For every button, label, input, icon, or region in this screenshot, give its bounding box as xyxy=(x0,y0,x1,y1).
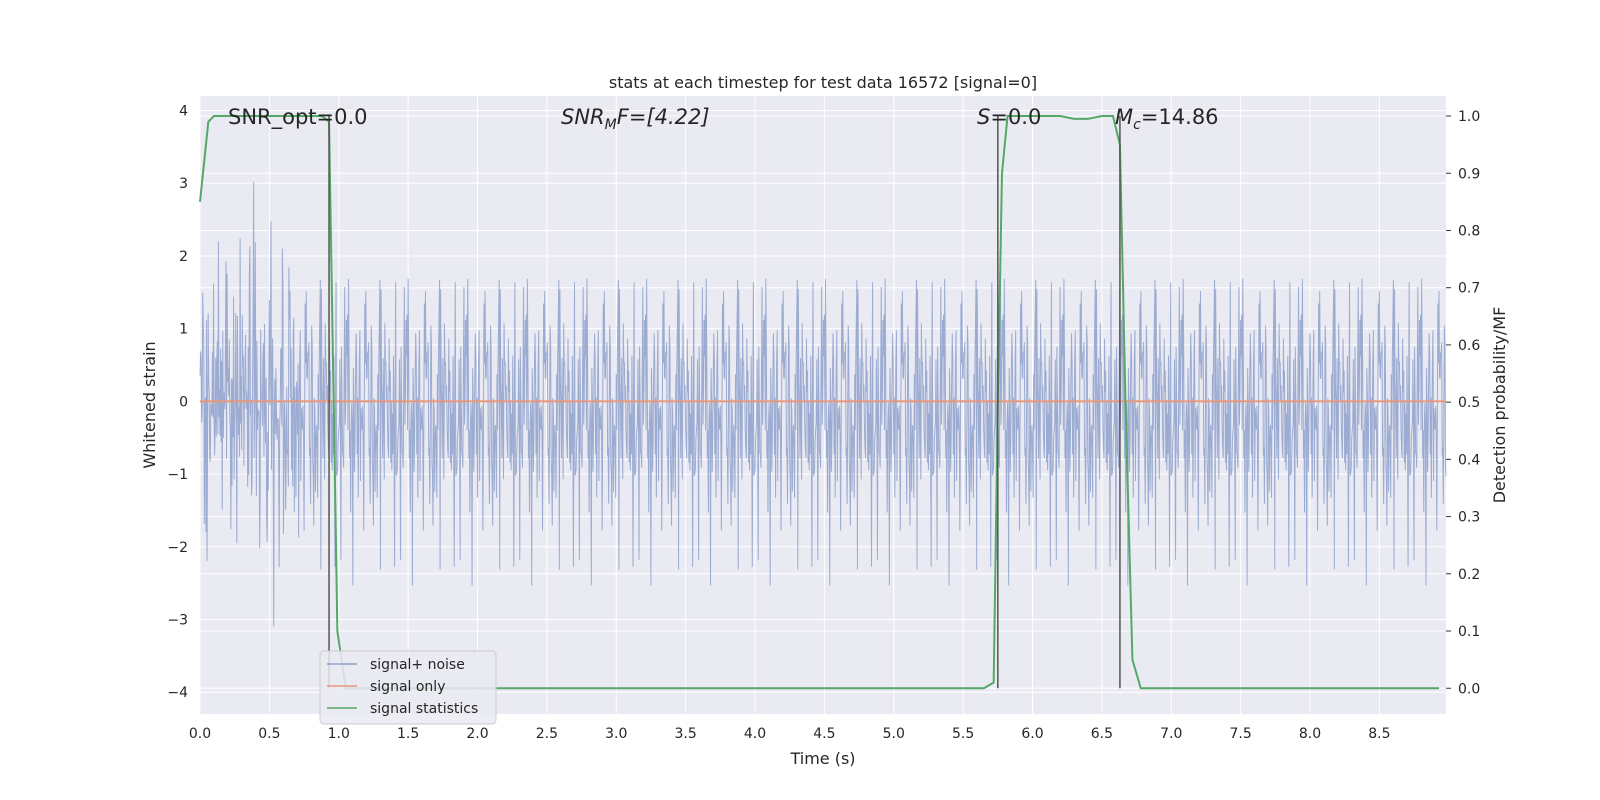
chart-title: stats at each timestep for test data 165… xyxy=(609,73,1037,92)
y-left-tick-label: −2 xyxy=(167,540,188,556)
y-right-tick-label: 0.6 xyxy=(1458,338,1480,354)
annotation-mc-value: =14.86 xyxy=(1141,105,1219,129)
y-right-tick-label: 0.3 xyxy=(1458,510,1480,526)
annotation-mc-sub: c xyxy=(1133,117,1141,133)
y-left-tick-label: 4 xyxy=(179,104,188,120)
y-left-tick-label: 1 xyxy=(179,322,188,338)
annotation-s-label: S xyxy=(977,105,990,129)
y-right-tick-label: 0.1 xyxy=(1458,624,1480,640)
legend-label-signal-only: signal only xyxy=(370,679,445,695)
x-tick-label: 3.5 xyxy=(675,726,697,742)
x-tick-label: 4.0 xyxy=(744,726,766,742)
x-tick-label: 1.5 xyxy=(397,726,419,742)
signal-noise-series xyxy=(199,182,1447,627)
x-tick-label: 5.5 xyxy=(952,726,974,742)
x-tick-label: 7.5 xyxy=(1230,726,1252,742)
annotation-snr-mf: SNRMF=[4.22] xyxy=(561,105,710,133)
x-tick-label: 0.5 xyxy=(258,726,280,742)
annotation-snr-opt: SNR_opt=0.0 xyxy=(228,105,368,130)
annotation-snr-mf-sub: M xyxy=(605,117,617,133)
annotation-mc: Mc=14.86 xyxy=(1115,105,1219,133)
ticks: 0.0 0.5 1.0 1.5 2.0 2.5 3.0 3.5 4.0 4.5 5.0 5.5 6.0 6… xyxy=(167,104,1480,742)
y-axis-left-label: Whitened strain xyxy=(140,341,159,468)
line-series xyxy=(199,115,1446,690)
y-left-tick-label: −4 xyxy=(167,685,188,701)
legend-box xyxy=(319,650,497,725)
y-right-tick-label: 0.7 xyxy=(1458,281,1480,297)
y-left-tick-label: −3 xyxy=(167,612,188,628)
x-tick-label: 5.0 xyxy=(883,726,905,742)
y-right-tick-label: 0.0 xyxy=(1458,681,1480,697)
x-tick-label: 6.5 xyxy=(1091,726,1113,742)
annotation-mc-prefix: M xyxy=(1115,105,1133,129)
signal-statistics-line xyxy=(199,115,1440,690)
y-axis-right-label: Detection probability/MF xyxy=(1490,307,1509,504)
y-right-tick-label: 0.5 xyxy=(1458,395,1480,411)
x-tick-label: 3.0 xyxy=(605,726,627,742)
x-tick-label: 4.5 xyxy=(813,726,835,742)
annotation-s-value: =0.0 xyxy=(990,105,1041,129)
x-tick-label: 2.0 xyxy=(466,726,488,742)
annotation-snr-mf-suffix: F=[4.22] xyxy=(617,105,710,129)
legend-label-signal-statistics: signal statistics xyxy=(370,701,478,717)
y-right-tick-label: 0.4 xyxy=(1458,452,1480,468)
x-tick-label: 8.5 xyxy=(1368,726,1390,742)
x-axis-label: Time (s) xyxy=(789,749,855,768)
y-right-tick-label: 1.0 xyxy=(1458,109,1480,125)
y-left-tick-label: 2 xyxy=(179,249,188,265)
annotation-snr-mf-prefix: SNR xyxy=(561,105,605,129)
y-left-tick-label: −1 xyxy=(167,467,188,483)
y-right-tick-label: 0.9 xyxy=(1458,166,1480,182)
x-tick-label: 6.0 xyxy=(1021,726,1043,742)
signal-noise-line xyxy=(199,182,1447,627)
y-left-tick-label: 0 xyxy=(179,394,188,410)
x-tick-label: 0.0 xyxy=(189,726,211,742)
vertical-markers xyxy=(328,116,1121,689)
y-right-tick-label: 0.2 xyxy=(1458,567,1480,583)
x-tick-label: 8.0 xyxy=(1299,726,1321,742)
legend: signal+ noise signal only signal statist… xyxy=(319,650,497,725)
x-tick-label: 1.0 xyxy=(328,726,350,742)
annotation-s-stat: S=0.0 xyxy=(977,105,1041,129)
x-tick-label: 2.5 xyxy=(536,726,558,742)
y-left-tick-label: 3 xyxy=(179,176,188,192)
x-tick-label: 7.0 xyxy=(1160,726,1182,742)
legend-label-signal-noise: signal+ noise xyxy=(370,657,465,673)
y-right-tick-label: 0.8 xyxy=(1458,223,1480,239)
